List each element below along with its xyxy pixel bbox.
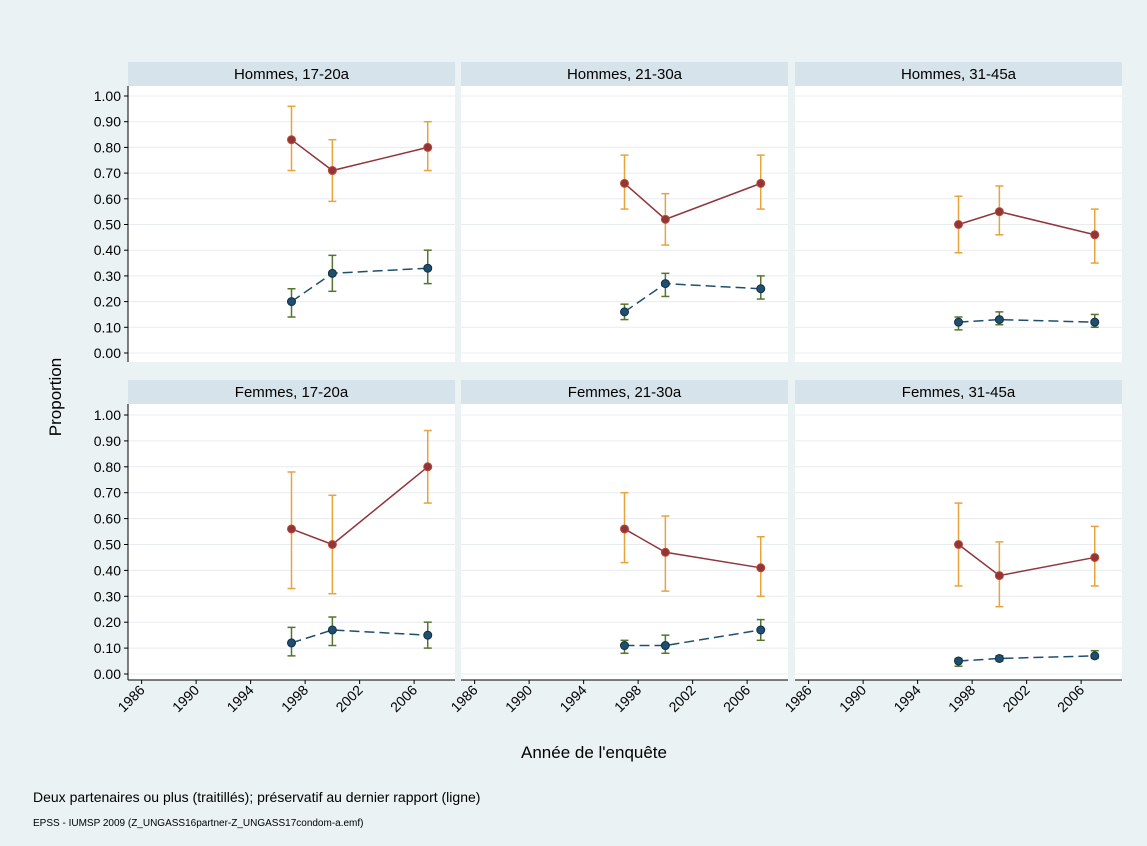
data-point xyxy=(756,178,766,188)
data-point xyxy=(327,625,337,635)
panel-header xyxy=(795,62,1122,86)
series-condom xyxy=(287,429,433,595)
series-partners xyxy=(287,616,433,657)
panel-title: Femmes, 17-20a xyxy=(235,384,349,401)
data-point xyxy=(287,524,296,534)
panel-header xyxy=(461,62,788,86)
data-point xyxy=(994,653,1004,663)
y-tick-label: 0.90 xyxy=(94,433,121,449)
panel-1: Hommes, 17-20a 0.00 0.10 0.20 0.30 0.40 0.50 0.… xyxy=(94,62,455,362)
data-point xyxy=(620,178,629,188)
y-tick-label: 0.20 xyxy=(94,614,121,630)
y-tick-label: 0.90 xyxy=(94,114,121,130)
data-point xyxy=(423,630,433,640)
data-point xyxy=(423,462,433,472)
data-point xyxy=(327,540,337,549)
data-point xyxy=(620,524,629,534)
data-point xyxy=(620,307,629,317)
y-tick-label: 0.70 xyxy=(94,165,121,181)
data-point xyxy=(954,540,963,549)
y-tick-label: 0.30 xyxy=(94,588,121,604)
data-point xyxy=(756,284,766,294)
data-point xyxy=(954,220,963,229)
y-tick-label: 0.60 xyxy=(94,191,121,207)
panel-header xyxy=(128,62,455,86)
panel-header xyxy=(795,380,1122,404)
series-condom xyxy=(954,185,1100,264)
data-point xyxy=(423,142,433,152)
series-condom xyxy=(287,105,433,203)
y-tick-label: 0.80 xyxy=(94,459,121,475)
y-tick-label: 0.60 xyxy=(94,511,121,527)
panel-4: Femmes, 17-20a 0.00 0.10 0.20 0.30 0.40 0.50 0.… xyxy=(94,380,455,715)
y-tick-label: 0.50 xyxy=(94,537,121,553)
data-point xyxy=(660,279,670,289)
data-point xyxy=(1090,552,1100,562)
panel-3: Hommes, 31-45a xyxy=(795,62,1122,362)
panel-header xyxy=(128,380,455,404)
data-point xyxy=(994,207,1004,217)
panels-group: Hommes, 17-20a 0.00 0.10 0.20 0.30 0.40 0.50 0.… xyxy=(94,62,1122,715)
y-tick-label: 0.20 xyxy=(94,294,121,310)
series-line xyxy=(624,629,761,647)
data-point xyxy=(660,214,670,224)
data-point xyxy=(954,317,963,327)
y-tick-label: 0.40 xyxy=(94,242,121,258)
y-tick-label: 0.30 xyxy=(94,268,121,284)
data-point xyxy=(660,547,670,557)
data-point xyxy=(1090,317,1100,327)
series-condom xyxy=(620,154,766,246)
data-point xyxy=(994,571,1004,581)
series-partners xyxy=(954,649,1100,667)
y-tick-label: 1.00 xyxy=(94,407,121,423)
data-point xyxy=(423,263,433,273)
y-tick-label: 0.40 xyxy=(94,562,121,578)
data-point xyxy=(327,268,337,278)
y-tick-label: 0.70 xyxy=(94,485,121,501)
data-point xyxy=(954,656,963,666)
data-point xyxy=(1090,651,1100,661)
data-point xyxy=(756,563,766,573)
data-point xyxy=(327,166,337,176)
series-line xyxy=(291,629,428,644)
data-point xyxy=(287,638,296,648)
series-partners xyxy=(620,272,766,321)
figure-source: EPSS - IUMSP 2009 (Z_UNGASS16partner-Z_U… xyxy=(33,818,364,829)
y-tick-label: 0.00 xyxy=(94,666,121,682)
y-axis-label: Proportion xyxy=(46,358,65,436)
data-point xyxy=(994,315,1004,325)
panel-2: Hommes, 21-30a xyxy=(461,62,788,362)
panel-title: Femmes, 31-45a xyxy=(902,384,1016,401)
data-point xyxy=(287,297,296,307)
data-point xyxy=(620,641,629,651)
series-partners xyxy=(287,249,433,318)
data-point xyxy=(660,641,670,651)
y-tick-label: 1.00 xyxy=(94,88,121,104)
series-condom xyxy=(620,491,766,598)
y-tick-label: 0.80 xyxy=(94,139,121,155)
data-point xyxy=(287,135,296,145)
panel-title: Hommes, 17-20a xyxy=(234,66,350,83)
y-tick-label: 0.10 xyxy=(94,640,121,656)
panel-title: Femmes, 21-30a xyxy=(568,384,682,401)
data-point xyxy=(756,625,766,635)
data-point xyxy=(1090,230,1100,240)
y-tick-label: 0.50 xyxy=(94,217,121,233)
figure-note: Deux partenaires ou plus (traitillés); p… xyxy=(33,789,480,805)
panel-title: Hommes, 21-30a xyxy=(567,66,683,83)
series-partners xyxy=(620,618,766,655)
series-partners xyxy=(954,311,1100,331)
series-condom xyxy=(954,502,1100,608)
panel-header xyxy=(461,380,788,404)
y-tick-label: 0.10 xyxy=(94,319,121,335)
y-tick-label: 0.00 xyxy=(94,345,121,361)
x-axis-label: Année de l'enquête xyxy=(521,743,667,762)
panel-title: Hommes, 31-45a xyxy=(901,66,1017,83)
